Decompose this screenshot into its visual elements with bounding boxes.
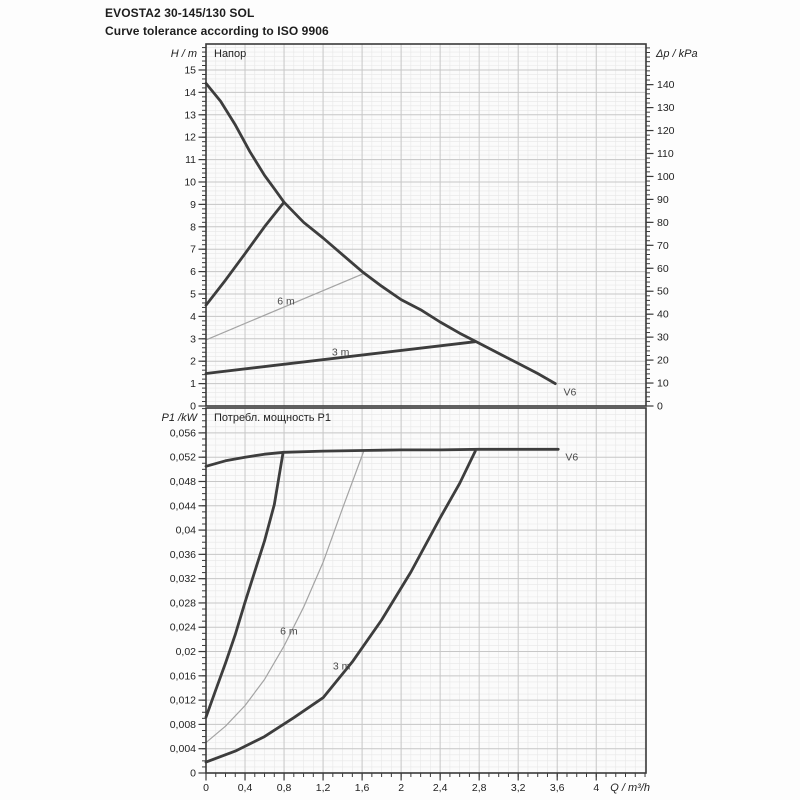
power-6m-curve-series: [205, 449, 365, 744]
power-3m-curve-series: [204, 449, 477, 764]
y2-tick-label: 40: [657, 309, 669, 321]
tolerance-note: Curve tolerance according to ISO 9906: [105, 24, 329, 38]
y2-tick-label: 60: [657, 263, 669, 275]
y2-axis-title: Δp / kPa: [655, 48, 698, 60]
chart-head: 6 m3 mV601234567891011121314150102030405…: [171, 43, 698, 413]
y-tick-label: 6: [190, 266, 196, 278]
head-max-speed-curve-series: [204, 82, 557, 386]
y-tick-label: 0: [190, 768, 196, 780]
y2-tick-label: 20: [657, 355, 669, 367]
head-rise-segment-series: [204, 200, 286, 307]
x-tick-label: 2,8: [472, 782, 487, 794]
y2-tick-label: 80: [657, 217, 669, 229]
plot-background: [206, 44, 646, 406]
y-tick-label: 15: [184, 64, 196, 76]
chart-title: Напор: [214, 48, 246, 60]
y-tick-label: 12: [184, 132, 196, 144]
y-tick-label: 0,012: [170, 695, 196, 707]
y-tick-label: 0,016: [170, 670, 196, 682]
head-6m-line-series: [205, 272, 365, 341]
y-tick-label: 0,04: [176, 525, 197, 537]
y2-tick-label: 100: [657, 171, 675, 183]
x-tick-label: 3,6: [550, 782, 565, 794]
y-tick-label: 0,004: [170, 743, 196, 755]
y-tick-label: 0,02: [176, 646, 197, 658]
y-tick-label: 0,024: [170, 622, 196, 634]
y2-tick-label: 30: [657, 332, 669, 344]
y-tick-label: 5: [190, 288, 196, 300]
y-tick-label: 0,044: [170, 500, 196, 512]
y2-tick-label: 0: [657, 401, 663, 413]
curve-label-V6: V6: [563, 387, 576, 399]
y-axis-title: P1 /kW: [162, 412, 199, 424]
y-tick-label: 0,032: [170, 573, 196, 585]
y-tick-label: 11: [185, 154, 196, 166]
curve-label-V6: V6: [565, 452, 578, 464]
y-tick-label: 10: [184, 176, 196, 188]
plot-border: [205, 43, 647, 407]
y-tick-label: 0,008: [170, 719, 196, 731]
y-tick-label: 7: [190, 244, 196, 256]
y-tick-label: 2: [190, 356, 196, 368]
y-axis-title: H / m: [171, 48, 197, 60]
x-tick-label: 2: [398, 782, 404, 794]
chart-title: Потребл. мощность P1: [214, 412, 331, 424]
x-tick-label: 3,2: [511, 782, 526, 794]
x-tick-label: 2,4: [433, 782, 448, 794]
y2-tick-label: 70: [657, 240, 669, 252]
y-tick-label: 14: [184, 87, 196, 99]
y-tick-label: 4: [190, 311, 196, 323]
y-tick-label: 0,052: [170, 452, 196, 464]
chart-power: 6 m 3 m V6 0 0,004 0,008 0,012 0,016 0,02 0,024 0,…: [162, 407, 650, 794]
y-tick-label: 0: [190, 401, 196, 413]
y2-tick-label: 10: [657, 378, 669, 390]
y2-tick-label: 130: [657, 102, 675, 114]
y-tick-label: 0,056: [170, 427, 196, 439]
y2-tick-label: 140: [657, 79, 675, 91]
x-tick-label: 1,6: [355, 782, 370, 794]
y2-tick-label: 120: [657, 125, 675, 137]
x-tick-label: 1,2: [316, 782, 331, 794]
head-3m-line-series: [204, 340, 477, 375]
model-title: EVOSTA2 30-145/130 SOL: [105, 6, 255, 20]
curve-label-6m: 6 m: [277, 296, 295, 308]
x-axis-title: Q / m³/h: [610, 782, 650, 794]
y-tick-label: 0,028: [170, 597, 196, 609]
x-tick-label: 4: [593, 782, 599, 794]
y-tick-label: 9: [190, 199, 196, 211]
y2-tick-label: 110: [657, 148, 674, 160]
curve-label-3m: 3 m: [332, 346, 350, 358]
power-v6-curve-series: [204, 447, 560, 468]
y-tick-label: 8: [190, 221, 196, 233]
power-min-flow-curve-series: [204, 450, 285, 719]
y-tick-label: 0,036: [170, 549, 196, 561]
y2-tick-label: 90: [657, 194, 669, 206]
x-tick-label: 0: [203, 782, 209, 794]
y2-tick-label: 50: [657, 286, 669, 298]
curve-label-6m: 6 m: [280, 625, 298, 637]
curve-label-3m: 3 m: [333, 661, 351, 673]
y-tick-label: 13: [184, 109, 196, 121]
y-tick-label: 0,048: [170, 476, 196, 488]
y-tick-label: 3: [190, 333, 196, 345]
x-tick-label: 0,8: [277, 782, 292, 794]
y-tick-label: 1: [190, 378, 196, 390]
x-tick-label: 0,4: [238, 782, 253, 794]
